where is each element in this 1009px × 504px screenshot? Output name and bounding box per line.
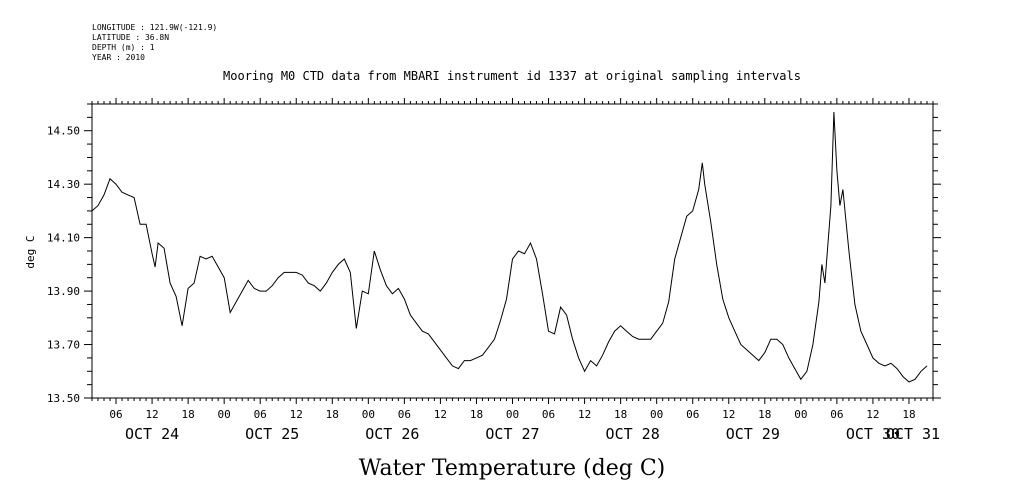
x-hour-label: 12 [722,408,735,421]
date-label: OCT 30 [846,425,900,443]
y-tick-label: 14.30 [47,178,80,191]
y-tick-label: 13.50 [47,392,80,405]
longitude-text: LONGITUDE : 121.9W(-121.9) [92,23,217,32]
y-tick-labels: 13.50 13.70 13.90 14.10 14.30 14.50 [47,125,80,405]
x-hour-label: 12 [290,408,303,421]
x-hour-label: 18 [326,408,339,421]
year-text: YEAR : 2010 [92,53,145,62]
y-tick-label: 14.50 [47,125,80,138]
y-tick-label: 13.70 [47,339,80,352]
x-hour-label: 06 [542,408,555,421]
x-hour-label: 12 [578,408,591,421]
x-hour-label: 18 [470,408,483,421]
x-hour-label: 18 [181,408,194,421]
x-hour-label: 06 [830,408,843,421]
x-hour-label: 12 [866,408,879,421]
x-tick-labels: 06 12 18 00 06 12 18 00 06 12 18 00 06 12 18 00 06 12 18 00… [109,408,915,421]
x-hour-label: 06 [398,408,411,421]
chart-title: Mooring M0 CTD data from MBARI instrumen… [223,69,801,83]
x-hour-label: 06 [686,408,699,421]
y-axis-label: deg C [24,235,37,268]
y-tick-label: 14.10 [47,232,80,245]
water-temperature-line [91,111,928,383]
x-hour-label: 06 [109,408,122,421]
date-label: OCT 26 [365,425,419,443]
x-hour-label: 06 [254,408,267,421]
plot-frame [91,103,934,399]
depth-text: DEPTH (m) : 1 [92,43,155,52]
x-hour-label: 00 [650,408,663,421]
x-hour-label: 00 [506,408,519,421]
x-hour-label: 12 [145,408,158,421]
y-tick-label: 13.90 [47,285,80,298]
axis-ticks [84,98,941,404]
x-hour-label: 00 [218,408,231,421]
date-label: OCT 25 [245,425,299,443]
x-hour-label: 00 [362,408,375,421]
x-hour-label: 18 [902,408,915,421]
date-label: OCT 24 [125,425,179,443]
x-axis-title: Water Temperature (deg C) [359,456,666,481]
latitude-text: LATITUDE : 36.8N [92,33,169,42]
x-hour-label: 00 [794,408,807,421]
x-hour-label: 12 [434,408,447,421]
date-label: OCT 27 [485,425,539,443]
date-label: OCT 31 [886,425,940,443]
date-label: OCT 29 [726,425,780,443]
x-hour-label: 18 [614,408,627,421]
date-label: OCT 28 [606,425,660,443]
x-hour-label: 18 [758,408,771,421]
date-labels: OCT 24 OCT 25 OCT 26 OCT 27 OCT 28 OCT 29 OCT … [125,425,940,443]
